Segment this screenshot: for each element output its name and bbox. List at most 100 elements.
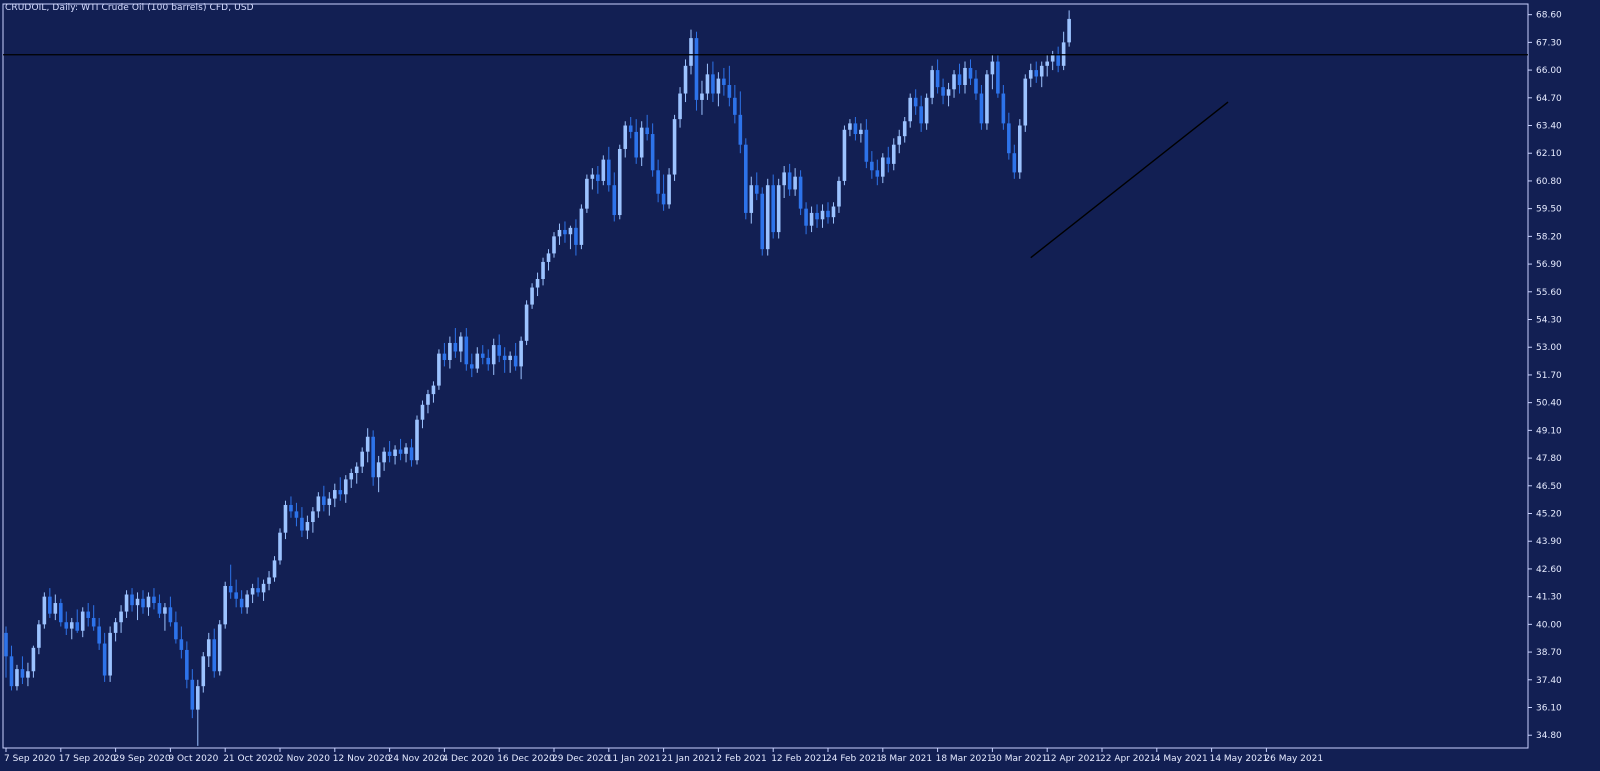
price-tick-label: 49.10 (1536, 426, 1562, 436)
candle-body (727, 85, 732, 98)
candle (464, 328, 469, 371)
candle (360, 447, 364, 473)
candle (376, 455, 381, 493)
candle (979, 85, 984, 130)
candle (278, 528, 282, 565)
candle-body (733, 97, 737, 115)
candle (809, 206, 814, 233)
candle-body (327, 498, 332, 505)
candle (163, 603, 167, 631)
candle-body (683, 65, 688, 94)
candle (870, 151, 874, 179)
candle-body (97, 626, 101, 644)
candle (316, 492, 321, 518)
candle-body (957, 74, 962, 86)
candle-body (333, 490, 337, 499)
candle (881, 153, 885, 184)
trend-line[interactable] (1030, 101, 1229, 259)
candle-body (48, 596, 52, 614)
candle-body (37, 624, 41, 648)
candle-body (267, 577, 271, 584)
candle (371, 430, 375, 486)
candle (919, 95, 923, 132)
candle-body (875, 170, 880, 177)
candle-body (31, 647, 36, 672)
candle-body (656, 170, 660, 194)
candle (963, 61, 967, 94)
candle-body (201, 656, 206, 687)
candle (475, 347, 480, 373)
candle (102, 632, 107, 682)
candle-body (398, 449, 403, 454)
time-tick-label: 26 May 2021 (1264, 754, 1323, 764)
time-tick-label: 14 May 2021 (1210, 754, 1269, 764)
candle (519, 336, 523, 380)
candle (327, 492, 332, 516)
candle-body (190, 679, 195, 710)
candle (683, 59, 688, 103)
candle (1012, 144, 1017, 179)
candle (157, 594, 162, 618)
candle-body (870, 161, 874, 171)
candle (886, 146, 891, 173)
candle (124, 590, 129, 618)
candle (689, 29, 693, 75)
candle-body (985, 74, 989, 124)
candle-body (497, 345, 501, 356)
candle-body (256, 588, 260, 593)
candle (37, 620, 41, 655)
candle (272, 556, 277, 582)
candle (4, 626, 8, 678)
candle (59, 598, 63, 627)
candle-body (848, 123, 852, 130)
candle-body (1012, 153, 1017, 173)
time-tick-label: 12 Nov 2020 (333, 754, 391, 764)
candle-body (300, 517, 304, 531)
candle-body (607, 159, 611, 186)
candle (782, 166, 786, 198)
candle-body (530, 287, 534, 305)
candle-body (996, 61, 1000, 94)
candle (382, 447, 386, 471)
candle (305, 515, 310, 540)
candle (343, 475, 348, 503)
candle-body (650, 134, 655, 171)
candle-body (590, 174, 595, 179)
candle (333, 483, 337, 508)
candle-body (470, 364, 474, 369)
candle (705, 63, 710, 100)
candle-body (20, 669, 25, 678)
candle (174, 611, 178, 644)
candle-body (760, 193, 765, 250)
candle (771, 174, 775, 239)
candle (480, 345, 485, 365)
candle-body (1018, 125, 1022, 173)
candle-body (628, 125, 633, 132)
candle-body (261, 583, 266, 593)
price-tick-label: 56.90 (1536, 260, 1562, 270)
candle (1067, 10, 1071, 47)
candle (261, 579, 266, 601)
candle-body (908, 97, 912, 122)
candle-body (502, 355, 507, 361)
candle (322, 485, 326, 512)
candle-body (935, 70, 940, 88)
candle-body (338, 490, 343, 495)
time-tick-label: 16 Dec 2020 (497, 754, 555, 764)
candle (311, 507, 315, 533)
candle (645, 114, 649, 141)
candle-body (415, 419, 419, 461)
candle (338, 477, 343, 501)
candle-body (53, 603, 58, 614)
candle (837, 176, 841, 213)
candle (20, 656, 25, 685)
price-axis[interactable]: 68.60 67.30 66.00 64.70 63.40 62.10 60.80 59.50… (1528, 11, 1562, 742)
candle (930, 65, 934, 105)
candle (656, 159, 660, 203)
price-tick-label: 37.40 (1536, 676, 1562, 686)
candle (996, 55, 1000, 98)
candle-body (283, 504, 288, 533)
